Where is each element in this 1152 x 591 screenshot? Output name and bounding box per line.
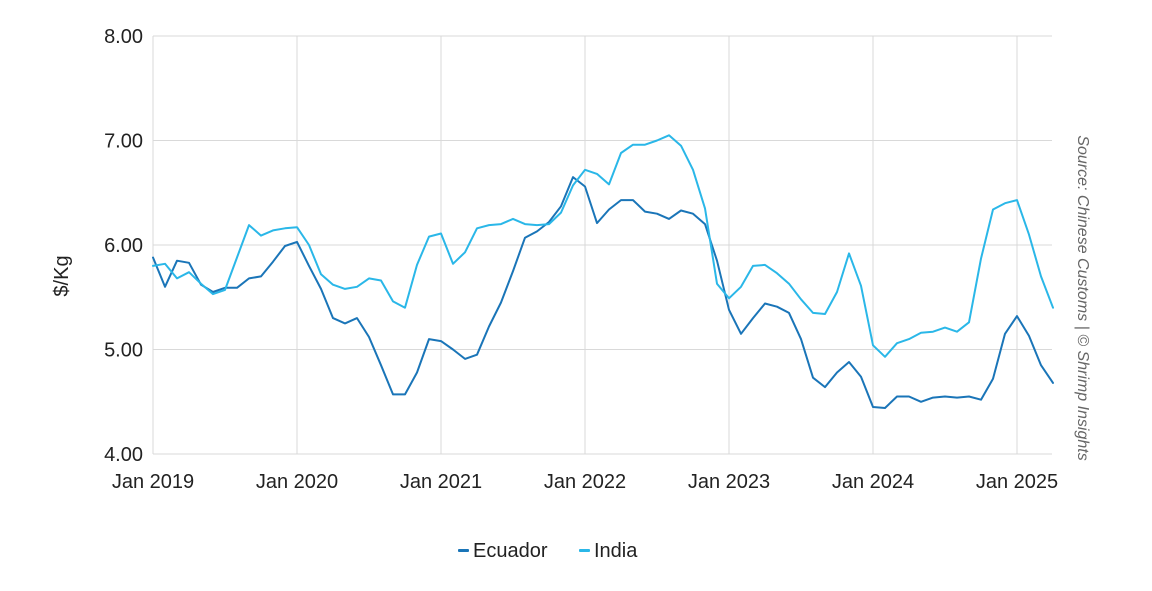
series-line-india[interactable]	[152, 134, 1054, 358]
x-tick-label: Jan 2020	[256, 471, 338, 493]
y-tick-label: 6.00	[104, 235, 143, 257]
y-axis-ticks: 4.00 5.00 6.00 7.00 8.00	[104, 26, 143, 466]
legend-label-india: India	[594, 540, 638, 562]
x-tick-label: Jan 2021	[400, 471, 482, 493]
legend-item-india[interactable]: India	[579, 540, 638, 562]
legend-item-ecuador[interactable]: Ecuador	[458, 540, 548, 562]
legend: Ecuador India	[458, 540, 638, 562]
y-tick-label: 4.00	[104, 444, 143, 466]
x-tick-label: Jan 2024	[832, 471, 914, 493]
y-axis-label: $/Kg	[51, 255, 73, 296]
legend-swatch-india	[579, 549, 590, 552]
series-line-ecuador[interactable]	[152, 176, 1054, 409]
source-note: Source: Chinese Customs | © Shrimp Insig…	[1074, 135, 1091, 460]
x-tick-label: Jan 2022	[544, 471, 626, 493]
y-tick-label: 5.00	[104, 340, 143, 362]
x-tick-label: Jan 2023	[688, 471, 770, 493]
y-tick-label: 7.00	[104, 131, 143, 153]
legend-swatch-ecuador	[458, 549, 469, 552]
grid-lines	[152, 35, 1052, 455]
x-axis-ticks: Jan 2019 Jan 2020 Jan 2021 Jan 2022 Jan 2023…	[112, 471, 1058, 493]
x-tick-label: Jan 2025	[976, 471, 1058, 493]
x-tick-label: Jan 2019	[112, 471, 194, 493]
y-tick-label: 8.00	[104, 26, 143, 48]
series-lines	[152, 134, 1054, 409]
legend-label-ecuador: Ecuador	[473, 540, 548, 562]
